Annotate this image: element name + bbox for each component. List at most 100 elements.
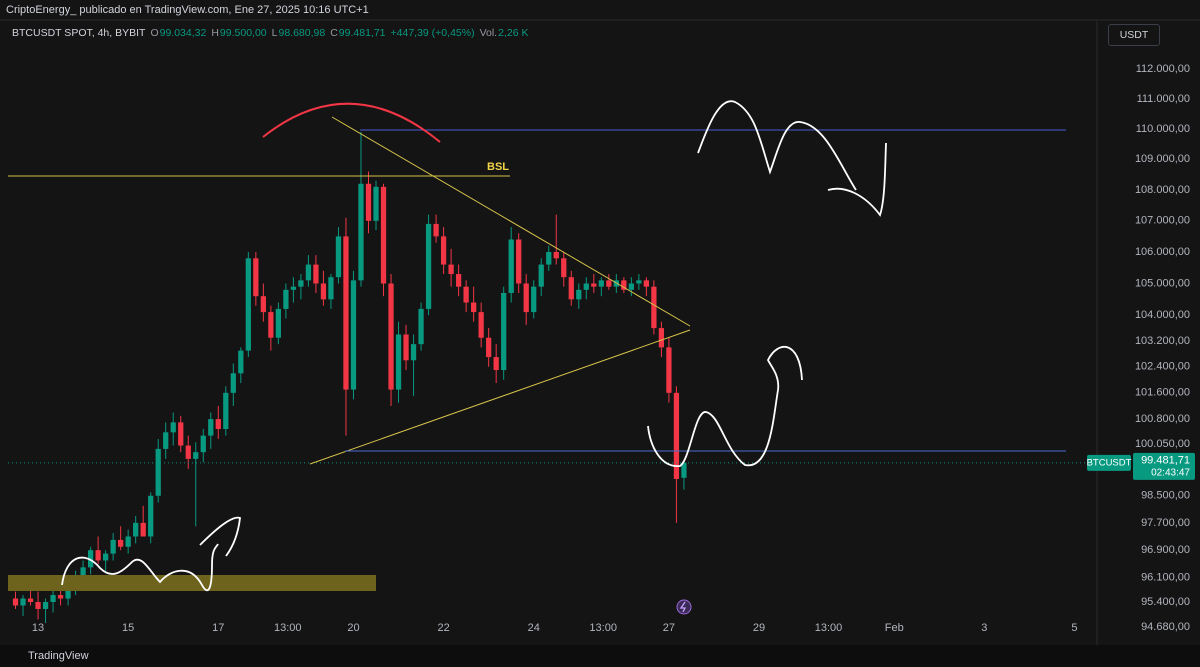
- candle-body: [440, 236, 447, 265]
- y-tick-label: 107.000,00: [1135, 215, 1190, 227]
- sketch: [697, 100, 857, 191]
- sketch: [827, 142, 887, 217]
- candle-body: [215, 419, 221, 430]
- x-tick-label: Feb: [885, 622, 904, 634]
- event-icon-bolt: [679, 601, 687, 613]
- candle-body: [546, 252, 552, 265]
- candle-body: [373, 186, 379, 221]
- candle-body: [621, 280, 627, 290]
- x-tick-label: 27: [663, 622, 675, 634]
- candle-body: [395, 334, 402, 390]
- candle-body: [365, 183, 372, 221]
- candle-body: [208, 419, 214, 436]
- candle-body: [568, 277, 574, 300]
- candle-body: [328, 277, 334, 300]
- change: +447,39 (+0,45%): [390, 27, 475, 39]
- candle-body: [583, 283, 589, 290]
- sketch: [61, 543, 219, 591]
- ohlc: L98.680,98: [272, 27, 326, 39]
- candle-body: [433, 223, 439, 237]
- candle-body: [508, 239, 514, 294]
- y-tick-label: 108.000,00: [1135, 184, 1190, 196]
- demand-zone: [8, 575, 376, 591]
- candle-body: [358, 183, 364, 281]
- ohlc: C99.481,71: [330, 27, 385, 39]
- candle-body: [268, 312, 274, 338]
- candle-body: [50, 595, 56, 602]
- chart: BSL 112.000,00 111.000,00 110.000,00 109.00…: [0, 0, 1200, 645]
- arc: [262, 102, 441, 143]
- x-tick-label: 24: [528, 622, 540, 634]
- trendline: [331, 116, 691, 327]
- candle-body: [163, 432, 169, 449]
- candle-body: [223, 392, 229, 430]
- candle-body: [275, 308, 282, 338]
- header: CriptoEnergy_ publicado en TradingView.c…: [6, 4, 369, 16]
- candle-body: [628, 283, 634, 290]
- candle-body: [200, 435, 206, 453]
- ohlc-key: O: [150, 27, 159, 39]
- candle-body: [12, 598, 19, 606]
- x-tick-label: 22: [437, 622, 449, 634]
- candle-body: [681, 462, 687, 478]
- y-tick-label: 111.000,00: [1137, 93, 1190, 105]
- candle-body: [553, 252, 559, 259]
- y-tick-label: 106.000,00: [1135, 246, 1190, 258]
- ohlc-key: H: [211, 27, 219, 39]
- candle-body: [118, 539, 124, 547]
- candle-body: [320, 283, 327, 300]
- y-tick-label: 112.000,00: [1136, 63, 1190, 75]
- candle-body: [103, 553, 109, 561]
- ohlc-value: 99.034,32: [159, 27, 207, 39]
- candle-body: [57, 595, 64, 599]
- candle-body: [253, 258, 259, 297]
- y-tick-label: 102.400,00: [1135, 361, 1190, 373]
- candle-body: [531, 286, 537, 313]
- volume: Vol.2,26 K: [480, 27, 529, 39]
- sketch: [647, 345, 803, 467]
- candle-body: [313, 264, 319, 284]
- candle-body: [133, 522, 139, 537]
- candle-body: [185, 445, 191, 459]
- candle-body: [643, 280, 650, 287]
- candle-body: [538, 264, 544, 287]
- candle-body: [636, 280, 642, 284]
- background: [0, 0, 1200, 645]
- candle-body: [380, 186, 387, 284]
- candle-body: [478, 312, 484, 338]
- candle-body: [598, 280, 604, 287]
- candle-body: [523, 283, 529, 313]
- candle-body: [170, 422, 176, 433]
- candle-body: [245, 258, 251, 351]
- volume-value: 2,26 K: [498, 27, 529, 39]
- candle-body: [155, 448, 161, 496]
- y-tick-label: 100.050,00: [1135, 438, 1190, 450]
- candle-body: [455, 274, 462, 287]
- candle-body: [95, 550, 101, 561]
- candle-body: [448, 264, 454, 275]
- ohlc: O99.034,32: [150, 27, 206, 39]
- x-tick-label: 29: [753, 622, 765, 634]
- ohlc-value: 99.500,00: [219, 27, 267, 39]
- candle-body: [42, 601, 49, 609]
- y-tick-label: 98.500,00: [1141, 490, 1190, 502]
- price-tag: [1133, 452, 1195, 480]
- candle-body: [418, 308, 424, 345]
- y-tick-label: 101.600,00: [1135, 387, 1190, 399]
- candle-body: [501, 293, 507, 371]
- ohlc-key: C: [330, 27, 338, 39]
- candle-body: [591, 283, 597, 287]
- event-icon[interactable]: [676, 599, 692, 615]
- ohlc-key: L: [271, 27, 278, 39]
- candle-body: [27, 598, 34, 602]
- candle-body: [35, 601, 41, 609]
- y-tick-label: 94.680,00: [1141, 621, 1190, 633]
- y-tick-label: 95.400,00: [1141, 596, 1190, 608]
- candle-body: [80, 567, 86, 578]
- candle-body: [516, 239, 522, 284]
- currency-button[interactable]: USDT: [1108, 24, 1160, 46]
- candle-body: [350, 280, 357, 390]
- trendline: [309, 329, 691, 465]
- y-tick-label: 104.000,00: [1135, 309, 1190, 321]
